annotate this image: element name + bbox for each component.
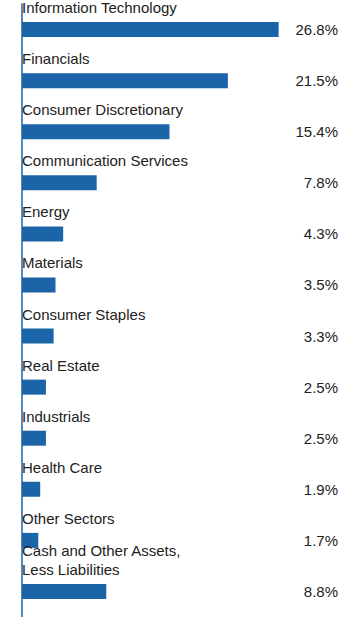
svg-text:Industrials: Industrials — [22, 408, 90, 425]
svg-text:26.8%: 26.8% — [295, 21, 338, 38]
svg-text:Communication Services: Communication Services — [22, 152, 188, 169]
svg-text:1.9%: 1.9% — [304, 481, 338, 498]
svg-text:Information Technology: Information Technology — [22, 0, 177, 16]
svg-text:4.3%: 4.3% — [304, 225, 338, 242]
svg-text:Consumer Discretionary: Consumer Discretionary — [22, 101, 183, 118]
svg-text:3.3%: 3.3% — [304, 328, 338, 345]
svg-text:7.8%: 7.8% — [304, 174, 338, 191]
svg-text:2.5%: 2.5% — [304, 430, 338, 447]
svg-text:2.5%: 2.5% — [304, 379, 338, 396]
svg-text:3.5%: 3.5% — [304, 276, 338, 293]
svg-text:15.4%: 15.4% — [295, 123, 338, 140]
svg-text:Less Liabilities: Less Liabilities — [22, 561, 120, 578]
svg-text:Energy: Energy — [22, 203, 70, 220]
svg-text:Materials: Materials — [22, 254, 83, 271]
svg-text:8.8%: 8.8% — [304, 583, 338, 600]
svg-text:Financials: Financials — [22, 50, 90, 67]
svg-text:1.7%: 1.7% — [304, 532, 338, 549]
svg-text:Health Care: Health Care — [22, 459, 102, 476]
svg-text:Real Estate: Real Estate — [22, 357, 100, 374]
svg-text:Cash and Other Assets,: Cash and Other Assets, — [22, 542, 180, 559]
svg-text:Other Sectors: Other Sectors — [22, 510, 115, 527]
svg-text:21.5%: 21.5% — [295, 72, 338, 89]
svg-text:Consumer Staples: Consumer Staples — [22, 306, 145, 323]
